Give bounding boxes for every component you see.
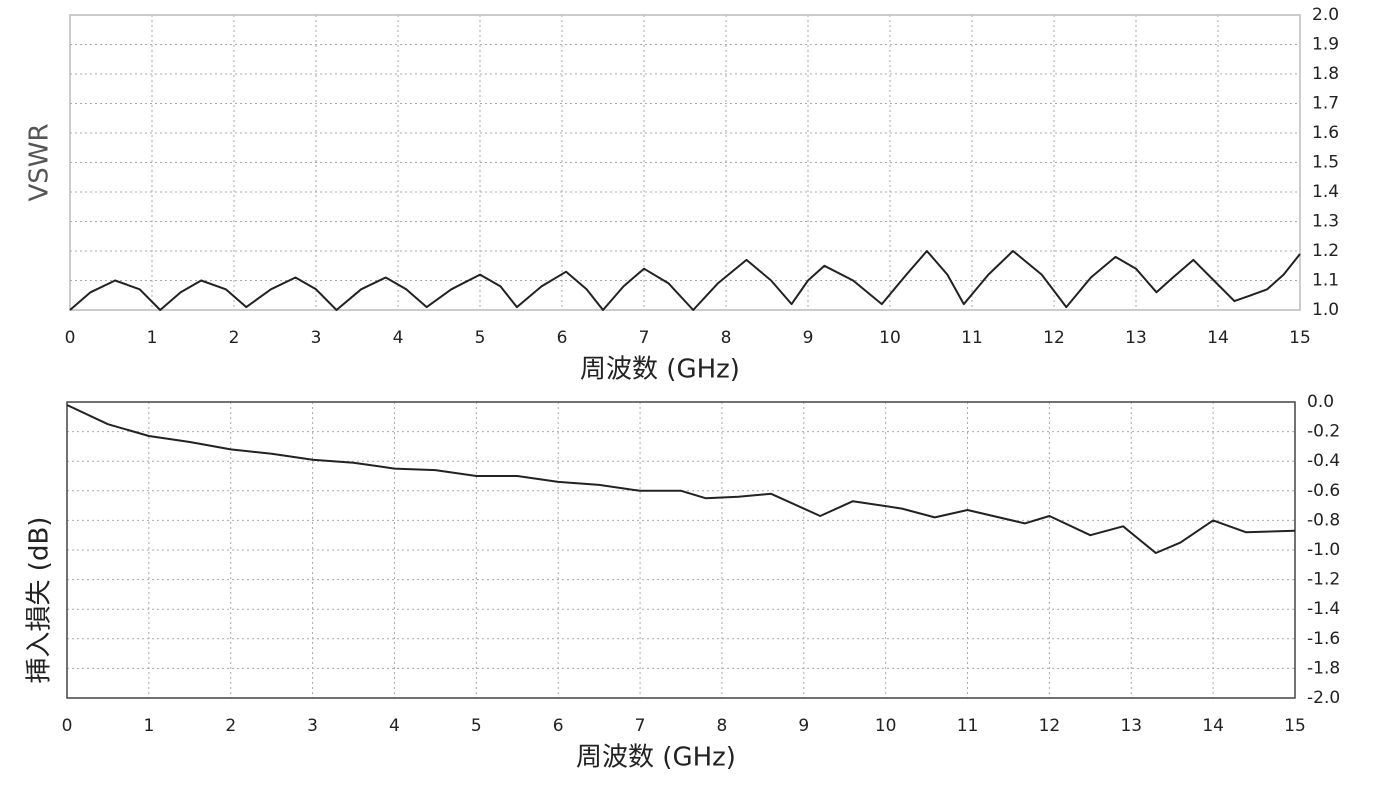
x-tick-label: 12 [1039, 716, 1061, 736]
plot-frame [69, 14, 1301, 311]
x-axis-label: 周波数 (GHz) [576, 743, 736, 773]
x-tick-label: 11 [957, 716, 979, 736]
x-tick-label: 7 [635, 716, 646, 736]
y-tick-label: 1.1 [1312, 271, 1339, 291]
x-tick-label: 12 [1043, 328, 1065, 348]
x-tick-label: 14 [1207, 328, 1229, 348]
y-tick-label: 1.7 [1312, 94, 1339, 114]
x-tick-label: 3 [311, 328, 322, 348]
x-tick-label: 3 [307, 716, 318, 736]
x-tick-label: 4 [389, 716, 400, 736]
y-tick-label: -1.0 [1307, 540, 1340, 560]
line [69, 250, 1301, 311]
x-tick-label: 2 [229, 328, 240, 348]
y-axis-label: VSWR [25, 123, 55, 201]
y-tick-label: 1.8 [1312, 64, 1339, 84]
y-tick-label: -0.4 [1307, 451, 1340, 471]
y-tick-label: -1.8 [1307, 658, 1340, 678]
x-tick-label: 1 [147, 328, 158, 348]
x-tick-label: 1 [143, 716, 154, 736]
x-tick-label: 11 [961, 328, 983, 348]
x-tick-label: 7 [639, 328, 650, 348]
line [66, 404, 1296, 554]
y-tick-label: -1.6 [1307, 629, 1340, 649]
x-tick-label: 5 [471, 716, 482, 736]
y-tick-label: 1.2 [1312, 241, 1339, 261]
y-tick-label: -0.8 [1307, 510, 1340, 530]
y-tick-label: -1.2 [1307, 570, 1340, 590]
x-tick-label: 8 [717, 716, 728, 736]
x-tick-label: 2 [225, 716, 236, 736]
x-tick-label: 6 [553, 716, 564, 736]
plot-frame [66, 401, 1296, 699]
y-tick-label: 0.0 [1307, 392, 1334, 412]
y-tick-label: -0.6 [1307, 481, 1340, 501]
x-tick-label: 14 [1202, 716, 1224, 736]
y-tick-label: 1.5 [1312, 153, 1339, 173]
y-tick-label: -2.0 [1307, 688, 1340, 708]
y-tick-label: -1.4 [1307, 599, 1340, 619]
y-tick-label: 1.6 [1312, 123, 1339, 143]
x-tick-label: 8 [721, 328, 732, 348]
x-tick-label: 13 [1120, 716, 1142, 736]
x-tick-label: 15 [1289, 328, 1311, 348]
x-tick-label: 0 [62, 716, 73, 736]
x-tick-label: 0 [65, 328, 76, 348]
y-tick-label: 2.0 [1312, 5, 1339, 25]
y-tick-label: 1.9 [1312, 35, 1339, 55]
x-tick-label: 9 [798, 716, 809, 736]
x-tick-label: 13 [1125, 328, 1147, 348]
y-tick-label: 1.3 [1312, 212, 1339, 232]
y-axis-label: 挿入損失 (dB) [25, 517, 55, 684]
x-tick-label: 10 [879, 328, 901, 348]
x-axis-label: 周波数 (GHz) [580, 355, 740, 385]
y-tick-label: -0.2 [1307, 422, 1340, 442]
x-tick-label: 6 [557, 328, 568, 348]
x-tick-label: 9 [803, 328, 814, 348]
y-tick-label: 1.4 [1312, 182, 1339, 202]
x-tick-label: 15 [1284, 716, 1306, 736]
x-tick-label: 5 [475, 328, 486, 348]
x-tick-label: 10 [875, 716, 897, 736]
x-tick-label: 4 [393, 328, 404, 348]
y-tick-label: 1.0 [1312, 300, 1339, 320]
